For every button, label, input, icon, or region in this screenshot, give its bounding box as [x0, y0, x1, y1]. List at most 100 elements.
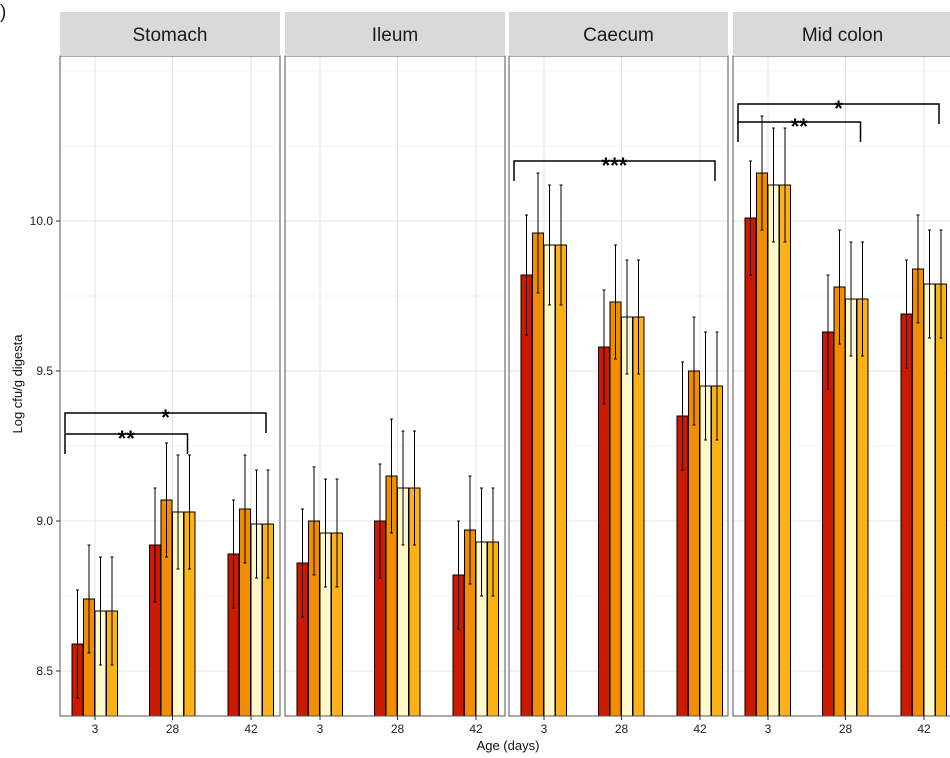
- error-bar: [87, 544, 91, 654]
- error-bar: [255, 469, 258, 579]
- error-bar: [232, 499, 235, 609]
- error-bar: [905, 259, 908, 369]
- error-bar: [525, 214, 528, 336]
- x-axis-title: Age (days): [477, 738, 540, 753]
- error-bar: [153, 487, 157, 603]
- error-bar: [176, 454, 180, 570]
- bracket-line: [64, 433, 189, 454]
- significance-bracket: **: [737, 114, 862, 142]
- bar: [756, 172, 768, 717]
- bar: [923, 283, 936, 717]
- x-tick-label: 42: [917, 722, 931, 736]
- error-bar: [165, 442, 168, 558]
- bar: [543, 244, 556, 717]
- y-tick-label: 9.0: [36, 514, 53, 528]
- error-bar: [559, 184, 563, 306]
- bar: [900, 313, 913, 717]
- error-bar: [335, 478, 339, 588]
- error-bar: [99, 556, 102, 666]
- error-bar: [692, 316, 696, 426]
- x-tick-label: 3: [92, 722, 99, 736]
- facet-strip: [733, 12, 950, 56]
- bar: [555, 244, 567, 717]
- facet-strip: [509, 12, 728, 56]
- error-bar: [312, 466, 316, 576]
- facet-strip: [60, 12, 280, 56]
- bar: [912, 268, 924, 717]
- bar: [845, 298, 857, 717]
- significance-bracket: ***: [513, 153, 716, 181]
- y-tick-label: 10.0: [30, 214, 54, 228]
- error-bar: [266, 469, 270, 579]
- error-bar: [548, 184, 551, 306]
- error-bar: [491, 487, 495, 597]
- error-bar: [188, 454, 191, 570]
- bracket-line: [513, 160, 716, 181]
- error-bar: [939, 229, 943, 339]
- x-tick-label: 42: [469, 722, 483, 736]
- facet-strip-label: Mid colon: [802, 25, 883, 46]
- error-bar: [928, 229, 931, 339]
- y-axis-title: Log cfu/g digesta: [10, 334, 25, 434]
- error-bar: [861, 241, 864, 357]
- x-tick-label: 3: [541, 722, 548, 736]
- error-bar: [536, 172, 540, 294]
- y-tick-label: 9.5: [36, 364, 53, 378]
- bracket-line: [737, 103, 940, 124]
- x-tick-label: 42: [693, 722, 707, 736]
- bar: [621, 316, 633, 717]
- error-bar: [413, 430, 416, 546]
- error-bar: [468, 475, 472, 585]
- facet-strip-label: Stomach: [133, 25, 208, 46]
- error-bar: [760, 115, 764, 231]
- error-bar: [614, 244, 617, 360]
- error-bar: [838, 229, 841, 345]
- x-tick-label: 42: [244, 722, 258, 736]
- bracket-line: [737, 121, 862, 142]
- significance-label: *: [834, 96, 843, 121]
- error-bar: [243, 454, 247, 564]
- error-bar: [715, 331, 719, 441]
- x-tick-label: 28: [166, 722, 180, 736]
- y-tick-label: 8.5: [36, 664, 53, 678]
- error-bar: [749, 160, 752, 276]
- bar: [779, 184, 791, 717]
- significance-bracket: *: [64, 405, 267, 433]
- bar: [520, 274, 533, 717]
- error-bar: [76, 589, 79, 699]
- x-tick-label: 28: [839, 722, 853, 736]
- y-axis: 8.5 9.0 9.5 10.0: [30, 214, 60, 678]
- significance-bracket: **: [64, 426, 189, 454]
- bar: [833, 286, 846, 717]
- error-bar: [378, 463, 382, 579]
- bar: [856, 298, 869, 717]
- significance-label: *: [161, 405, 170, 430]
- significance-label: ***: [602, 153, 628, 178]
- bar: [609, 301, 622, 717]
- error-bar: [390, 418, 393, 534]
- error-bar: [602, 289, 606, 405]
- panel-tag: ): [0, 2, 6, 23]
- significance-label: **: [791, 114, 809, 139]
- bracket-line: [64, 412, 267, 433]
- x-tick-label: 3: [765, 722, 772, 736]
- facet-stomach: *** Stomach 3 28 42: [59, 12, 281, 736]
- bar: [935, 283, 947, 717]
- facet-caecum: *** Caecum 3 28 42: [508, 12, 729, 736]
- error-bar: [704, 331, 707, 441]
- error-bar: [849, 241, 853, 357]
- error-bar: [457, 520, 460, 630]
- error-bar: [783, 127, 787, 243]
- error-bar: [826, 274, 830, 390]
- error-bar: [772, 127, 775, 243]
- error-bar: [324, 478, 327, 588]
- significance-bracket: *: [737, 96, 940, 124]
- error-bar: [301, 508, 304, 618]
- error-bar: [625, 259, 629, 375]
- error-bar: [637, 259, 640, 375]
- facet-strip-label: Ileum: [372, 25, 418, 46]
- error-bar: [681, 361, 684, 471]
- facet-strip-label: Caecum: [583, 25, 654, 46]
